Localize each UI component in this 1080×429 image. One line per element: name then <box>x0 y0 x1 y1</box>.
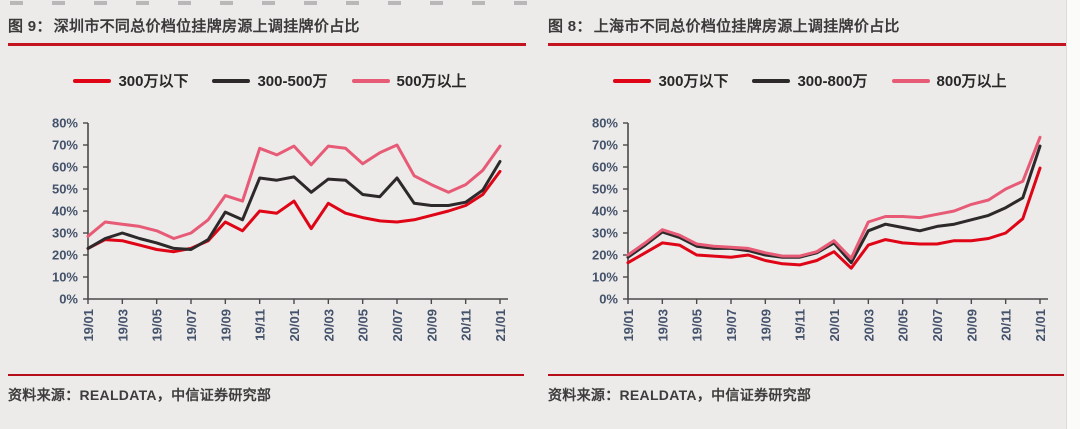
legend-label: 300-800万 <box>797 73 868 90</box>
series-line <box>86 169 502 254</box>
source-text: 资料来源：REALDATA，中信证券研究部 <box>8 387 272 403</box>
source-text: 资料来源：REALDATA，中信证券研究部 <box>548 387 812 403</box>
series-line <box>626 166 1042 270</box>
line-chart: 80% 70% 60% 50% 40% 30% 20% 10% 0%19/01 19/03 19/0… <box>592 116 1048 342</box>
y-axis-label: 0% <box>59 292 78 307</box>
y-axis-label: 10% <box>52 270 78 285</box>
legend-label: 300万以下 <box>658 73 729 90</box>
y-axis-label: 80% <box>592 116 618 131</box>
y-axis-label: 20% <box>52 248 78 263</box>
figure-title-row: 图 9： 深圳市不同总价档位挂牌房源上调挂牌价占比 <box>8 15 526 46</box>
legend-line-swatch <box>351 78 390 83</box>
x-axis-label: 19/01 <box>81 309 96 342</box>
y-axis-label: 30% <box>52 226 78 241</box>
legend-line-swatch <box>212 78 251 83</box>
line-chart: 80% 70% 60% 50% 40% 30% 20% 10% 0%19/01 19/03 19/0… <box>52 116 508 342</box>
figure-title-text: 深圳市不同总价档位挂牌房源上调挂牌价占比 <box>53 18 360 35</box>
x-axis-label: 21/01 <box>1033 309 1048 342</box>
x-axis-label: 20/05 <box>896 309 911 342</box>
y-axis-label: 30% <box>592 226 618 241</box>
x-axis-label: 19/01 <box>621 309 636 342</box>
legend-label: 800万以上 <box>936 73 1007 90</box>
legend-label: 300万以下 <box>118 73 189 90</box>
source-row: 资料来源：REALDATA，中信证券研究部 <box>8 374 524 405</box>
x-axis-label: 19/09 <box>758 309 773 342</box>
legend: 300万以下 300-500万 500万以上 <box>0 70 540 91</box>
source-row: 资料来源：REALDATA，中信证券研究部 <box>548 374 1064 405</box>
chart-panel-shanghai: 图 8： 上海市不同总价档位挂牌房源上调挂牌价占比 300万以下 300-800万 8… <box>540 0 1080 429</box>
x-axis-label: 19/07 <box>184 309 199 342</box>
x-axis-label: 20/11 <box>999 309 1014 341</box>
series-line <box>86 143 502 240</box>
legend-label: 300-500万 <box>257 73 328 90</box>
legend-item: 300-800万 <box>752 70 868 91</box>
legend-item: 800万以上 <box>891 70 1007 91</box>
axis <box>627 123 1048 300</box>
series-line <box>626 144 1042 265</box>
y-axis-label: 0% <box>599 292 618 307</box>
series-line <box>86 160 502 251</box>
x-axis-label: 19/05 <box>150 309 165 342</box>
x-axis-label: 20/03 <box>321 309 336 342</box>
x-axis-label: 20/09 <box>964 309 979 342</box>
figure-number: 图 8： <box>548 18 592 35</box>
x-axis-label: 21/01 <box>493 309 508 342</box>
x-axis-label: 20/03 <box>861 309 876 342</box>
figure-title: 图 8： 上海市不同总价档位挂牌房源上调挂牌价占比 <box>548 15 1066 36</box>
y-axis-label: 70% <box>592 138 618 153</box>
x-axis-label: 19/11 <box>793 309 808 341</box>
figure-title-row: 图 8： 上海市不同总价档位挂牌房源上调挂牌价占比 <box>548 15 1066 46</box>
series-line <box>626 135 1042 260</box>
x-axis-label: 20/07 <box>390 309 405 342</box>
figure-title-text: 上海市不同总价档位挂牌房源上调挂牌价占比 <box>593 18 900 35</box>
x-axis-label: 19/05 <box>690 309 705 342</box>
x-axis-label: 20/01 <box>287 309 302 342</box>
legend: 300万以下 300-800万 800万以上 <box>540 70 1080 91</box>
x-axis-label: 20/07 <box>930 309 945 342</box>
x-axis-label: 20/01 <box>827 309 842 342</box>
legend-line-swatch <box>613 78 652 83</box>
chart-panel-shenzhen: 图 9： 深圳市不同总价档位挂牌房源上调挂牌价占比 300万以下 300-500万 5… <box>0 15 540 405</box>
legend-item: 500万以上 <box>351 70 467 91</box>
x-axis-label: 19/11 <box>253 309 268 341</box>
x-axis-label: 19/09 <box>218 309 233 342</box>
legend-item: 300-500万 <box>212 70 328 91</box>
x-axis-label: 19/03 <box>655 309 670 342</box>
legend-line-swatch <box>891 78 930 83</box>
figure-number: 图 9： <box>8 18 52 35</box>
cropped-text-remnant <box>10 1 535 5</box>
figure-title: 图 9： 深圳市不同总价档位挂牌房源上调挂牌价占比 <box>8 15 526 36</box>
y-axis-label: 20% <box>592 248 618 263</box>
y-axis-label: 60% <box>52 160 78 175</box>
y-axis-label: 40% <box>52 204 78 219</box>
y-axis-label: 50% <box>52 182 78 197</box>
legend-line-swatch <box>73 78 112 83</box>
legend-label: 500万以上 <box>396 73 467 90</box>
legend-item: 300万以下 <box>613 70 728 91</box>
x-axis-label: 20/05 <box>356 309 371 342</box>
x-axis-label: 20/11 <box>459 309 474 341</box>
y-axis-label: 40% <box>592 204 618 219</box>
x-axis-label: 20/09 <box>424 309 439 342</box>
y-axis-label: 80% <box>52 116 78 131</box>
y-axis-label: 10% <box>592 270 618 285</box>
y-axis-label: 50% <box>592 182 618 197</box>
legend-line-swatch <box>752 78 791 83</box>
x-axis-label: 19/07 <box>724 309 739 342</box>
y-axis-label: 70% <box>52 138 78 153</box>
page-margin-strip <box>1066 0 1080 429</box>
x-axis-label: 19/03 <box>115 309 130 342</box>
y-axis-label: 60% <box>592 160 618 175</box>
legend-item: 300万以下 <box>73 70 188 91</box>
